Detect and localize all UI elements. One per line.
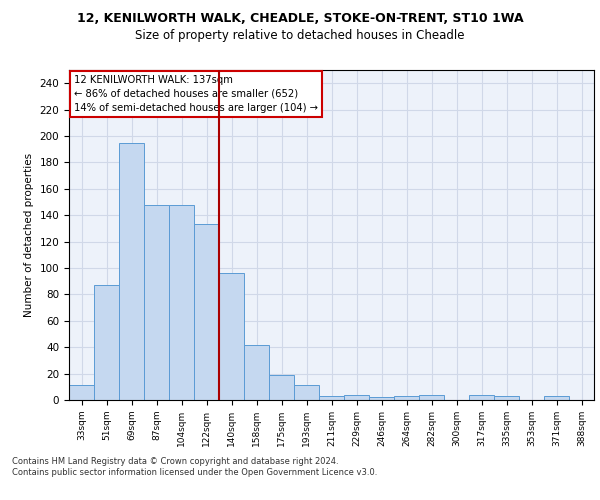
Bar	[94, 285, 119, 400]
Bar	[269, 375, 294, 400]
Bar	[494, 396, 519, 400]
Bar	[244, 344, 269, 400]
Bar	[369, 398, 394, 400]
Bar	[419, 394, 444, 400]
Bar	[544, 396, 569, 400]
Bar	[344, 394, 369, 400]
Bar	[294, 386, 319, 400]
Bar	[219, 274, 244, 400]
Bar	[69, 386, 94, 400]
Y-axis label: Number of detached properties: Number of detached properties	[24, 153, 34, 317]
Bar	[469, 394, 494, 400]
Text: 12 KENILWORTH WALK: 137sqm
← 86% of detached houses are smaller (652)
14% of sem: 12 KENILWORTH WALK: 137sqm ← 86% of deta…	[74, 75, 318, 113]
Bar	[119, 142, 144, 400]
Text: 12, KENILWORTH WALK, CHEADLE, STOKE-ON-TRENT, ST10 1WA: 12, KENILWORTH WALK, CHEADLE, STOKE-ON-T…	[77, 12, 523, 26]
Bar	[394, 396, 419, 400]
Bar	[169, 204, 194, 400]
Text: Contains HM Land Registry data © Crown copyright and database right 2024.
Contai: Contains HM Land Registry data © Crown c…	[12, 458, 377, 477]
Bar	[144, 204, 169, 400]
Bar	[319, 396, 344, 400]
Text: Size of property relative to detached houses in Cheadle: Size of property relative to detached ho…	[135, 29, 465, 42]
Bar	[194, 224, 219, 400]
